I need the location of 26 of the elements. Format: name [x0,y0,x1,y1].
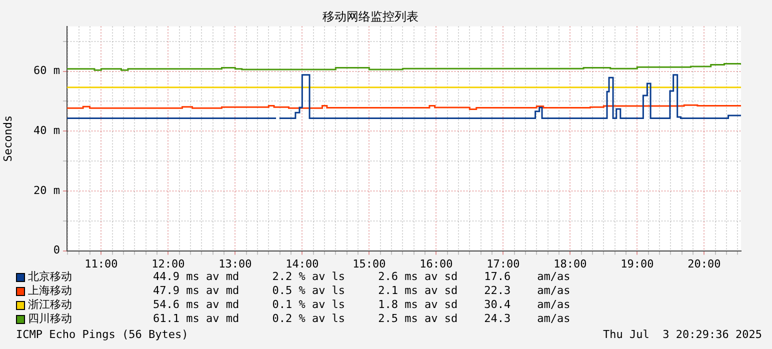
x-tick-label: 11:00 [84,257,118,270]
y-tick-label: 40 m [34,124,60,137]
legend-label: 四川移动 [28,312,73,326]
x-tick-label: 18:00 [554,257,587,270]
text: 54.6 ms av md 0.1 % av ls 1.8 ms av sd 30.4 am/as [153,298,570,312]
y-tick-label: 0 [53,244,60,257]
text: 47.9 ms av md 0.5 % av ls 2.1 ms av sd 22.3 am/as [153,284,570,298]
x-tick-label: 15:00 [352,257,386,270]
text: Thu Jul 3 20:29:36 2025 [603,328,762,341]
x-tick-label: 12:00 [152,257,185,270]
y-axis-title: Seconds [1,115,14,162]
x-tick-label: 19:00 [620,257,654,270]
x-tick-label: 16:00 [420,257,453,270]
x-tick-label: 20:00 [688,257,721,270]
x-tick-label: 13:00 [218,257,252,270]
legend-label: 北京移动 [28,270,73,284]
legend-label: 浙江移动 [28,298,73,312]
chart-title: 移动网络监控列表 [322,9,418,24]
text: 44.9 ms av md 2.2 % av ls 2.6 ms av sd 17.6 am/as [153,270,570,284]
text: 61.1 ms av md 0.2 % av ls 2.5 ms av sd 24.3 am/as [153,312,570,326]
y-tick-label: 60 m [34,64,60,78]
text: ICMP Echo Pings (56 Bytes) [16,328,188,341]
x-tick-label: 14:00 [286,257,319,270]
x-tick-label: 17:00 [486,257,520,270]
legend-label: 上海移动 [28,284,73,298]
y-tick-label: 20 m [34,184,60,197]
